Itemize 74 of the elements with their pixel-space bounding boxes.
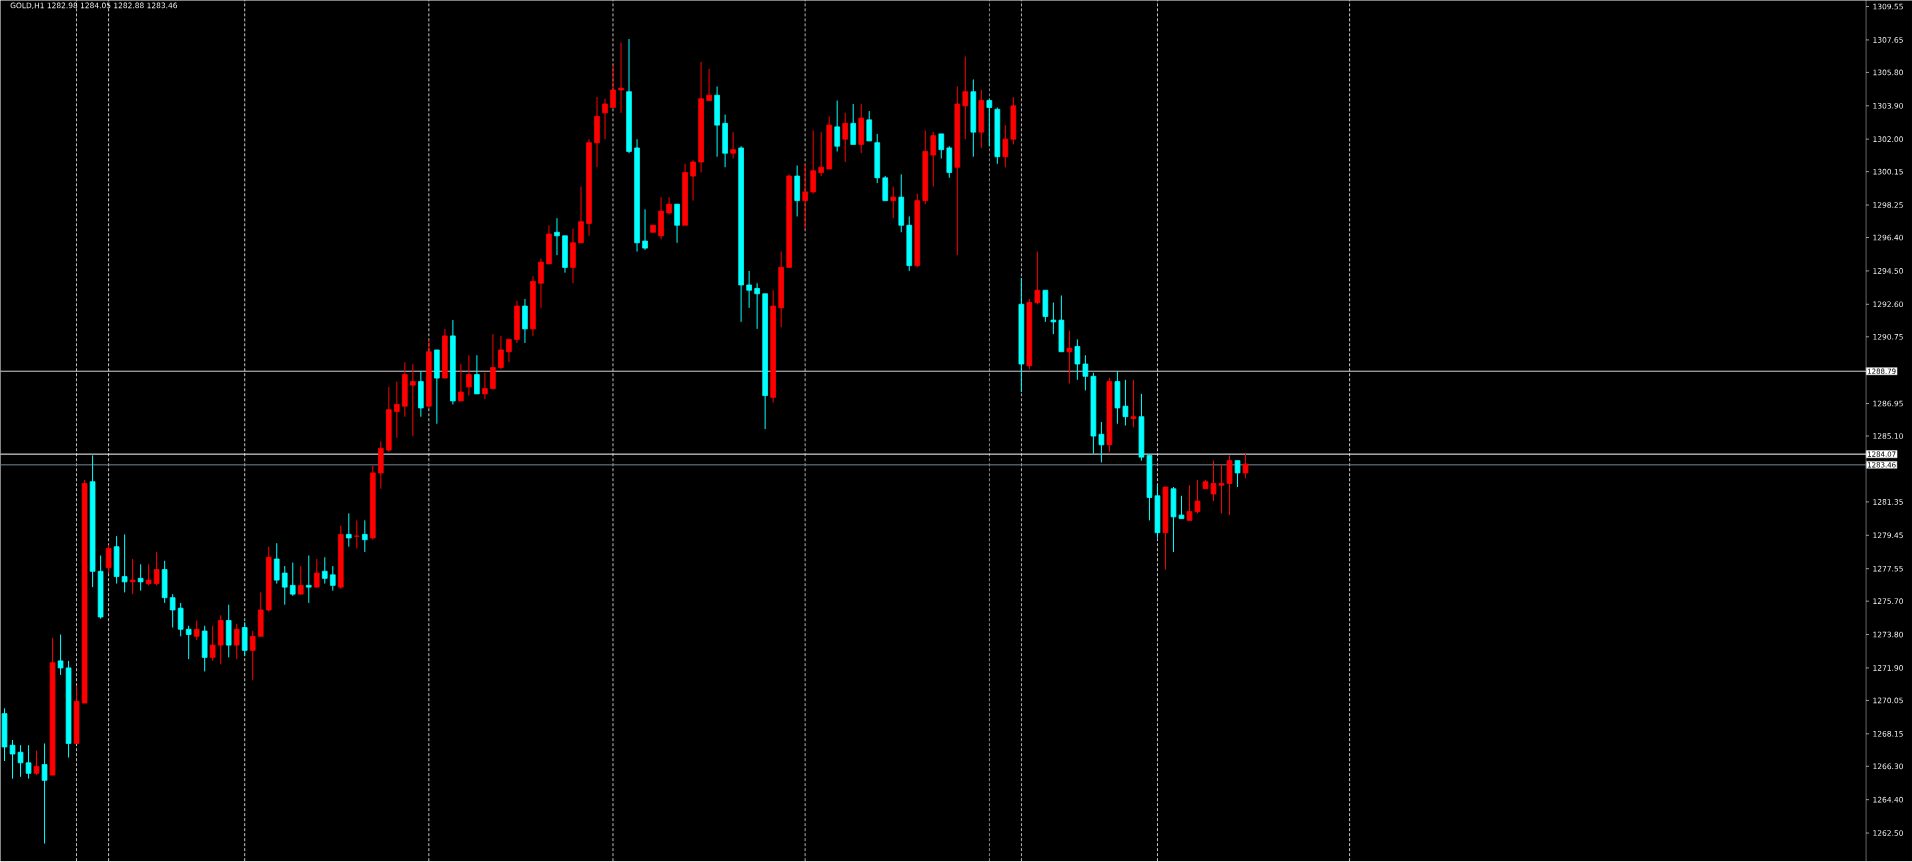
candlestick xyxy=(289,562,296,597)
candlestick xyxy=(1130,379,1137,428)
candlestick xyxy=(297,565,304,595)
candlestick xyxy=(241,621,248,657)
candlestick xyxy=(233,623,240,660)
candlestick xyxy=(129,558,136,595)
candlestick xyxy=(305,555,312,604)
candlestick xyxy=(674,203,680,244)
candlestick xyxy=(145,564,152,587)
candlestick xyxy=(177,602,184,638)
candlestick xyxy=(482,372,488,400)
candlestick xyxy=(209,625,216,662)
candlestick xyxy=(690,159,696,202)
candlestick xyxy=(474,354,480,395)
candlestick xyxy=(1082,354,1089,392)
candlestick xyxy=(490,333,496,390)
candlestick xyxy=(57,634,64,676)
candlestick xyxy=(498,335,504,371)
candlestick xyxy=(1098,421,1105,464)
candlestick xyxy=(882,175,889,202)
candlestick xyxy=(458,363,464,402)
candlestick xyxy=(866,110,873,142)
candlestick xyxy=(962,56,969,140)
candlestick xyxy=(890,186,897,219)
candlestick xyxy=(842,112,849,163)
candlestick xyxy=(522,298,528,344)
candlestick xyxy=(506,339,512,363)
candlestick xyxy=(281,565,288,606)
candlestick xyxy=(538,258,544,309)
candlestick xyxy=(802,163,808,230)
candlestick xyxy=(1050,302,1057,335)
candlestick xyxy=(706,68,712,102)
candlestick xyxy=(466,354,472,397)
candlestick xyxy=(273,542,280,585)
candlestick xyxy=(1074,339,1081,381)
candlestick xyxy=(346,513,352,548)
candlestick xyxy=(1242,453,1249,479)
candlestick xyxy=(249,630,256,681)
candlestick xyxy=(1234,460,1241,488)
candlestick xyxy=(185,625,192,660)
candlestick xyxy=(137,564,144,592)
candlestick xyxy=(610,65,616,109)
candlestick xyxy=(193,620,200,641)
candlestick xyxy=(1066,330,1073,385)
candlestick xyxy=(930,131,937,188)
candlestick xyxy=(578,186,584,244)
candlestick xyxy=(618,42,624,114)
candlestick xyxy=(105,544,112,574)
candlestick xyxy=(33,750,40,776)
candlestick xyxy=(1002,124,1009,168)
candlestick xyxy=(169,593,176,629)
candlestick xyxy=(1034,251,1041,306)
candlestick xyxy=(986,98,993,147)
candlestick xyxy=(602,98,608,140)
candlestick xyxy=(410,363,416,437)
candlestick xyxy=(810,130,816,195)
candlestick xyxy=(41,743,48,845)
candlestick xyxy=(730,131,736,160)
candlestick xyxy=(153,551,160,587)
candlestick xyxy=(746,270,752,309)
candlestick xyxy=(329,565,336,592)
candlestick xyxy=(834,100,840,153)
candlestick xyxy=(850,103,857,146)
candlestick xyxy=(554,217,560,256)
candlestick xyxy=(754,282,760,330)
candlestick xyxy=(121,534,128,594)
candlestick xyxy=(394,381,400,439)
candlestick xyxy=(1122,379,1129,427)
candlestick xyxy=(642,209,648,251)
candlestick xyxy=(818,131,824,177)
candlestick xyxy=(938,133,945,160)
candlestick xyxy=(362,520,368,553)
candlestick xyxy=(313,558,320,588)
candlestick xyxy=(321,556,328,585)
